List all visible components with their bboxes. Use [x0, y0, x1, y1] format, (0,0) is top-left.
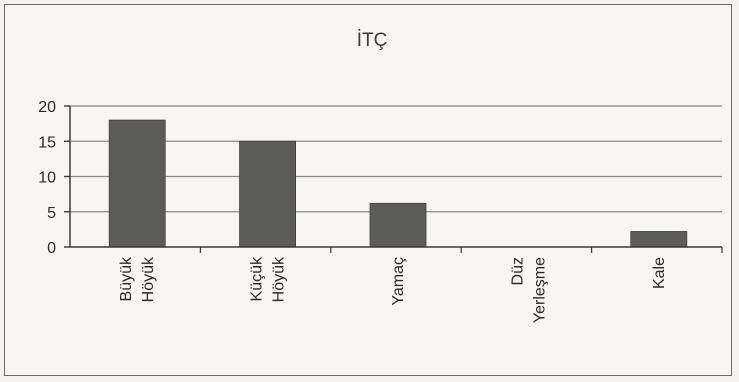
category-label: Höyük — [140, 256, 157, 302]
category-label: Kale — [651, 257, 668, 289]
chart-title: İTÇ — [357, 30, 388, 51]
category-label: Küçük — [249, 256, 266, 301]
y-tick-label: 20 — [38, 99, 56, 116]
category-label: Yamaç — [390, 257, 407, 306]
bars — [108, 119, 688, 248]
bar — [239, 140, 297, 248]
category-labels: Büyük Höyük Küçük Höyük Yamaç Düz Yerleşme Kale — [118, 256, 668, 323]
axes — [64, 105, 723, 253]
category-label: Büyük — [118, 256, 135, 301]
y-tick-label: 0 — [47, 240, 56, 257]
category-label: Yerleşme — [531, 257, 548, 323]
category-label: Düz — [509, 257, 526, 285]
category-label: Höyük — [271, 256, 288, 302]
gridlines — [70, 105, 722, 213]
bar — [108, 119, 166, 248]
y-tick-label: 10 — [38, 170, 56, 187]
bar — [630, 231, 688, 248]
y-tick-labels: 0 5 10 15 20 — [38, 99, 56, 257]
y-tick-label: 15 — [38, 134, 56, 151]
y-tick-label: 5 — [47, 205, 56, 222]
bar — [369, 202, 427, 248]
